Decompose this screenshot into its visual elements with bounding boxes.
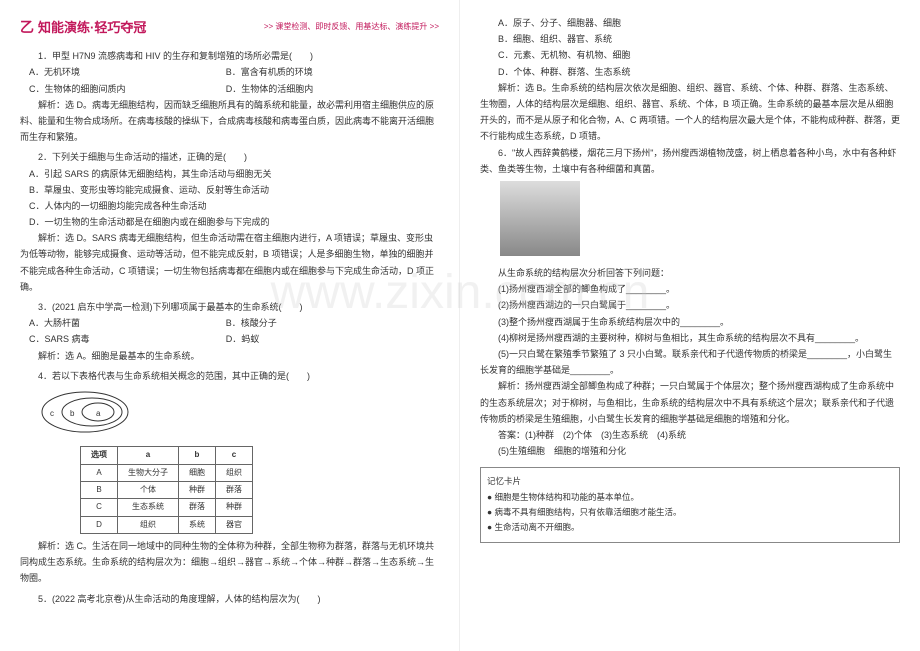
q4-stem: 4．若以下表格代表与生命系统相关概念的范围，其中正确的是( ) [20,368,439,384]
q2-opt-b: B．草履虫、变形虫等均能完成摄食、运动、反射等生命活动 [29,182,439,198]
question-4: 4．若以下表格代表与生命系统相关概念的范围，其中正确的是( ) c b a 选项… [20,368,439,587]
cell: 种群 [179,481,216,498]
q1-opt-d: D．生物体的活细胞内 [226,81,423,97]
cell: 种群 [216,499,253,516]
page-container: www.zixin.com.cn 乙 知能演练·轻巧夺冠 >> 课堂检测、即时反… [0,0,920,651]
q5-opt-c: C．元素、无机物、有机物、细胞 [498,47,900,63]
cell: 系统 [179,516,216,533]
table-row: B 个体 种群 群落 [81,481,253,498]
q6-blank-2: (2)扬州瘦西湖边的一只白鹭属于________。 [480,297,900,313]
question-2: 2．下列关于细胞与生命活动的描述，正确的是( ) A．引起 SARS 的病原体无… [20,149,439,295]
left-column: 乙 知能演练·轻巧夺冠 >> 课堂检测、即时反馈、用基达标、演练提升 >> 1．… [0,0,460,651]
memo-card: 记忆卡片 ● 细胞是生物体结构和功能的基本单位。 ● 病毒不具有细胞结构，只有依… [480,467,900,542]
th-c: c [216,447,253,464]
venn-diagram: c b a [40,390,439,440]
question-1: 1．甲型 H7N9 流感病毒和 HIV 的生存和复制增殖的场所必需是( ) A．… [20,48,439,145]
cell: 群落 [216,481,253,498]
q1-opt-b: B．富含有机质的环境 [226,64,423,80]
table-row: A 生物大分子 细胞 组织 [81,464,253,481]
cell: 群落 [179,499,216,516]
right-column: A．原子、分子、细胞器、细胞 B．细胞、组织、器官、系统 C．元素、无机物、有机… [460,0,920,651]
q6-answer-2: (5)生殖细胞 细胞的增殖和分化 [480,443,900,459]
q6-answer-1: 答案：(1)种群 (2)个体 (3)生态系统 (4)系统 [480,427,900,443]
th-b: b [179,447,216,464]
cell: 组织 [216,464,253,481]
memo-line-1: ● 细胞是生物体结构和功能的基本单位。 [487,490,893,505]
q1-stem: 1．甲型 H7N9 流感病毒和 HIV 的生存和复制增殖的场所必需是( ) [20,48,439,64]
q5-stem: 5．(2022 高考北京卷)从生命活动的角度理解，人体的结构层次为( ) [20,591,439,607]
q6-stem: 6．"故人西辞黄鹤楼，烟花三月下扬州"，扬州瘦西湖植物茂盛，树上栖息着各种小鸟，… [480,145,900,177]
q4-analysis: 解析：选 C。生活在同一地域中的同种生物的全体称为种群，全部生物称为群落，群落与… [20,538,439,587]
q3-opt-b: B．核酸分子 [226,315,423,331]
q5-options: A．原子、分子、细胞器、细胞 B．细胞、组织、器官、系统 C．元素、无机物、有机… [480,15,900,80]
q6-blank-1: (1)扬州瘦西湖全部的鲫鱼构成了________。 [480,281,900,297]
q2-opt-a: A．引起 SARS 的病原体无细胞结构，其生命活动与细胞无关 [29,166,439,182]
q3-analysis: 解析：选 A。细胞是最基本的生命系统。 [20,348,439,364]
q6-sub: 从生命系统的结构层次分析回答下列问题： [480,265,900,281]
q5-opt-d: D．个体、种群、群落、生态系统 [498,64,900,80]
memo-line-3: ● 生命活动离不开细胞。 [487,520,893,535]
svg-text:c: c [50,409,54,418]
th-opt: 选项 [81,447,118,464]
banner-title: 知能演练·轻巧夺冠 [38,16,146,39]
svg-text:a: a [96,409,101,418]
cell: A [81,464,118,481]
q3-opt-c: C．SARS 病毒 [29,331,226,347]
q3-stem: 3．(2021 启东中学高一检测)下列哪项属于最基本的生命系统( ) [20,299,439,315]
cell: 器官 [216,516,253,533]
venn-svg: c b a [40,390,130,435]
q1-analysis: 解析：选 D。病毒无细胞结构，因而缺乏细胞所具有的酶系统和能量，故必需利用宿主细… [20,97,439,146]
q2-analysis: 解析：选 D。SARS 病毒无细胞结构，但生命活动需在宿主细胞内进行，A 项错误… [20,230,439,295]
q1-opt-c: C．生物体的细胞间质内 [29,81,226,97]
q3-options: A．大肠杆菌 B．核酸分子 C．SARS 病毒 D．蚂蚁 [20,315,439,347]
header-banner: 乙 知能演练·轻巧夺冠 >> 课堂检测、即时反馈、用基达标、演练提升 >> [20,15,439,40]
q3-opt-a: A．大肠杆菌 [29,315,226,331]
q1-opt-a: A．无机环境 [29,64,226,80]
q2-opt-d: D．一切生物的生命活动都是在细胞内或在细胞参与下完成的 [29,214,439,230]
q5-analysis: 解析：选 B。生命系统的结构层次依次是细胞、组织、器官、系统、个体、种群、群落、… [480,80,900,145]
memo-line-2: ● 病毒不具有细胞结构，只有依靠活细胞才能生活。 [487,505,893,520]
cell: D [81,516,118,533]
q2-options: A．引起 SARS 的病原体无细胞结构，其生命活动与细胞无关 B．草履虫、变形虫… [20,166,439,231]
scenery-image [500,181,580,256]
q2-stem: 2．下列关于细胞与生命活动的描述，正确的是( ) [20,149,439,165]
th-a: a [118,447,179,464]
table-row: D 组织 系统 器官 [81,516,253,533]
table-row: C 生态系统 群落 种群 [81,499,253,516]
question-5-stem: 5．(2022 高考北京卷)从生命活动的角度理解，人体的结构层次为( ) [20,591,439,607]
q6-blank-4: (4)柳树是扬州瘦西湖的主要树种，柳树与鱼相比，其生命系统的结构层次不具有___… [480,330,900,346]
table-header-row: 选项 a b c [81,447,253,464]
q5-opt-b: B．细胞、组织、器官、系统 [498,31,900,47]
cell: 组织 [118,516,179,533]
svg-text:b: b [70,409,75,418]
cell: 个体 [118,481,179,498]
q1-options: A．无机环境 B．富含有机质的环境 C．生物体的细胞间质内 D．生物体的活细胞内 [20,64,439,96]
question-3: 3．(2021 启东中学高一检测)下列哪项属于最基本的生命系统( ) A．大肠杆… [20,299,439,364]
logo-mark: 乙 [20,15,34,40]
q6-blank-5: (5)一只白鹭在繁殖季节繁殖了 3 只小白鹭。联系亲代和子代遗传物质的桥梁是__… [480,346,900,378]
q3-opt-d: D．蚂蚁 [226,331,423,347]
cell: C [81,499,118,516]
q2-opt-c: C．人体内的一切细胞均能完成各种生命活动 [29,198,439,214]
cell: B [81,481,118,498]
banner-subtitle: >> 课堂检测、即时反馈、用基达标、演练提升 >> [264,20,439,34]
q6-analysis: 解析：扬州瘦西湖全部鲫鱼构成了种群；一只白鹭属于个体层次；整个扬州瘦西湖构成了生… [480,378,900,427]
q6-blank-3: (3)整个扬州瘦西湖属于生命系统结构层次中的________。 [480,314,900,330]
q4-table: 选项 a b c A 生物大分子 细胞 组织 B 个体 种群 群落 [80,446,253,534]
cell: 细胞 [179,464,216,481]
q5-opt-a: A．原子、分子、细胞器、细胞 [498,15,900,31]
memo-title: 记忆卡片 [487,474,893,489]
cell: 生物大分子 [118,464,179,481]
cell: 生态系统 [118,499,179,516]
question-6: 6．"故人西辞黄鹤楼，烟花三月下扬州"，扬州瘦西湖植物茂盛，树上栖息着各种小鸟，… [480,145,900,460]
